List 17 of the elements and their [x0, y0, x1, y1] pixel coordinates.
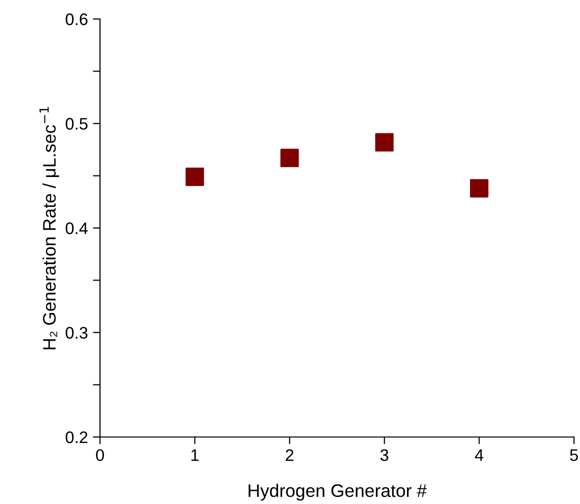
x-tick-label: 0	[96, 449, 104, 462]
y-tick-label: 0.6	[66, 13, 88, 26]
x-tick-label: 3	[380, 449, 388, 462]
point	[280, 148, 299, 168]
x-tick-label: 5	[570, 449, 578, 462]
point	[470, 179, 488, 198]
x-tick-label: 4	[474, 449, 484, 461]
y-tick-label: 0.2	[66, 431, 88, 444]
point	[375, 133, 394, 152]
y-axis-title: H₂ Generation Rate / μL.sec$^{−1}$	[39, 106, 60, 350]
y-tick-label: 0.3	[66, 326, 88, 339]
y-tick-label: 0.4	[66, 222, 88, 234]
point	[186, 168, 204, 186]
x-axis-title: Hydrogen Generator #	[248, 484, 427, 501]
x-tick-label: 2	[286, 449, 294, 461]
y-tick-label: 0.5	[66, 118, 88, 130]
x-tick-label: 1	[191, 449, 199, 461]
